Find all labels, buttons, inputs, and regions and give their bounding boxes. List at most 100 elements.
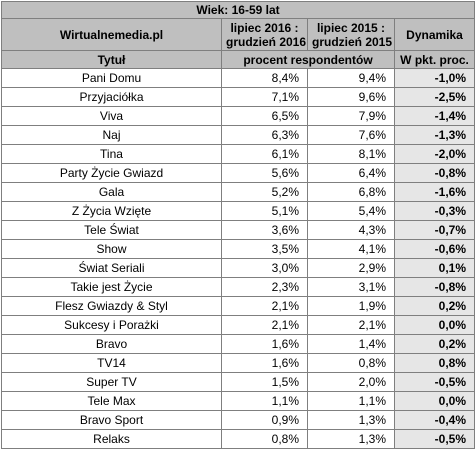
share-2015: 8,1%	[307, 144, 395, 164]
table-row: Super TV 1,5% 2,0% -0,5%	[1, 372, 475, 392]
table-row: Gala 5,2% 6,8% -1,6%	[1, 182, 475, 202]
share-2015: 0,8%	[307, 353, 395, 373]
table-row: Tina 6,1% 8,1% -2,0%	[1, 144, 475, 164]
table-row: Przyjaciółka 7,1% 9,6% -2,5%	[1, 87, 475, 107]
magazine-title: Bravo Sport	[1, 410, 222, 430]
share-2016: 0,9%	[221, 410, 308, 430]
magazine-title: Gala	[1, 182, 222, 202]
dynamics-value: -0,7%	[393, 220, 475, 240]
dynamics-value: -1,6%	[393, 182, 475, 202]
period-2015-line2: grudzień 2015	[312, 34, 393, 49]
magazine-title: Pani Domu	[1, 68, 222, 88]
dynamics-value: -1,3%	[393, 125, 475, 145]
age-group-title: Wiek: 16-59 lat	[0, 1, 475, 19]
share-2016: 1,5%	[221, 372, 308, 392]
share-2016: 5,6%	[221, 163, 308, 183]
magazine-title: Super TV	[1, 372, 222, 392]
magazine-title: Naj	[1, 125, 222, 145]
dynamics-value: -1,0%	[393, 68, 475, 88]
share-2015: 6,8%	[307, 182, 395, 202]
table-row: Bravo Sport 0,9% 1,3% -0,4%	[1, 410, 475, 430]
table-row: Tele Świat 3,6% 4,3% -0,7%	[1, 220, 475, 240]
magazine-title: Sukcesy i Porażki	[1, 315, 222, 335]
magazine-title: Bravo	[1, 334, 222, 354]
share-2015: 1,1%	[307, 391, 395, 411]
table-row: Bravo 1,6% 1,4% 0,2%	[1, 334, 475, 354]
share-2015: 1,3%	[307, 429, 395, 449]
table-row: Sukcesy i Porażki 2,1% 2,1% 0,0%	[1, 315, 475, 335]
magazine-title: Flesz Gwiazdy & Styl	[1, 296, 222, 316]
table-row: Viva 6,5% 7,9% -1,4%	[1, 106, 475, 126]
table-row: Naj 6,3% 7,6% -1,3%	[1, 125, 475, 145]
share-2016: 6,5%	[221, 106, 308, 126]
magazine-title: Viva	[1, 106, 222, 126]
table-row: Z Życia Wzięte 5,1% 5,4% -0,3%	[1, 201, 475, 221]
share-2016: 3,0%	[221, 258, 308, 278]
share-2016: 2,1%	[221, 296, 308, 316]
dynamics-value: 0,8%	[393, 353, 475, 373]
share-2016: 6,3%	[221, 125, 308, 145]
share-2015: 3,1%	[307, 277, 395, 297]
table-row: Flesz Gwiazdy & Styl 2,1% 1,9% 0,2%	[1, 296, 475, 316]
table-row: Świat Seriali 3,0% 2,9% 0,1%	[1, 258, 475, 278]
source-header: Wirtualnemedia.pl	[1, 18, 222, 51]
dynamics-value: 0,0%	[393, 315, 475, 335]
share-2015: 2,1%	[307, 315, 395, 335]
table-row: Show 3,5% 4,1% -0,6%	[1, 239, 475, 259]
share-2015: 7,6%	[307, 125, 395, 145]
table-row: Party Życie Gwiazd 5,6% 6,4% -0,8%	[1, 163, 475, 183]
share-2016: 5,1%	[221, 201, 308, 221]
dynamics-value: -1,4%	[393, 106, 475, 126]
dynamics-value: -0,8%	[393, 277, 475, 297]
share-2015: 5,4%	[307, 201, 395, 221]
share-2016: 6,1%	[221, 144, 308, 164]
share-2015: 4,1%	[307, 239, 395, 259]
magazine-title: Relaks	[1, 429, 222, 449]
share-2015: 9,4%	[307, 68, 395, 88]
dynamics-value: -2,5%	[393, 87, 475, 107]
magazine-title: Tele Max	[1, 391, 222, 411]
dynamics-header: Dynamika	[393, 18, 475, 51]
respondents-header: procent respondentów	[221, 50, 395, 69]
share-2015: 1,4%	[307, 334, 395, 354]
dynamics-value: -0,3%	[393, 201, 475, 221]
share-2016: 8,4%	[221, 68, 308, 88]
share-2015: 7,9%	[307, 106, 395, 126]
share-2016: 3,6%	[221, 220, 308, 240]
table-row: Relaks 0,8% 1,3% -0,5%	[1, 429, 475, 449]
dynamics-value: -0,4%	[393, 410, 475, 430]
share-2016: 1,6%	[221, 353, 308, 373]
magazine-title: Przyjaciółka	[1, 87, 222, 107]
magazine-title: Show	[1, 239, 222, 259]
dynamics-value: 0,2%	[393, 296, 475, 316]
share-2016: 0,8%	[221, 429, 308, 449]
dynamics-value: 0,2%	[393, 334, 475, 354]
table-row: Pani Domu 8,4% 9,4% -1,0%	[1, 68, 475, 88]
table-row: Tele Max 1,1% 1,1% 0,0%	[1, 391, 475, 411]
share-2015: 6,4%	[307, 163, 395, 183]
share-2016: 5,2%	[221, 182, 308, 202]
table-row: Takie jest Życie 2,3% 3,1% -0,8%	[1, 277, 475, 297]
share-2016: 2,3%	[221, 277, 308, 297]
dynamics-value: 0,0%	[393, 391, 475, 411]
title-column-header: Tytuł	[1, 50, 222, 69]
dynamics-value: -2,0%	[393, 144, 475, 164]
magazine-title: Tina	[1, 144, 222, 164]
period-2015-header: lipiec 2015 : grudzień 2015	[307, 18, 395, 51]
period-2016-line2: grudzień 2016	[226, 34, 307, 49]
magazine-title: TV14	[1, 353, 222, 373]
dynamics-value: -0,8%	[393, 163, 475, 183]
share-2015: 9,6%	[307, 87, 395, 107]
share-2016: 3,5%	[221, 239, 308, 259]
share-2016: 2,1%	[221, 315, 308, 335]
dynamics-value: -0,6%	[393, 239, 475, 259]
period-2016-header: lipiec 2016 : grudzień 2016	[221, 18, 308, 51]
table-row: TV14 1,6% 0,8% 0,8%	[1, 353, 475, 373]
share-2016: 7,1%	[221, 87, 308, 107]
magazine-title: Tele Świat	[1, 220, 222, 240]
period-2016-line1: lipiec 2016 :	[230, 20, 299, 35]
share-2015: 1,9%	[307, 296, 395, 316]
period-2015-line1: lipiec 2015 :	[316, 20, 386, 35]
share-2015: 2,9%	[307, 258, 395, 278]
dynamics-value: -0,5%	[393, 429, 475, 449]
